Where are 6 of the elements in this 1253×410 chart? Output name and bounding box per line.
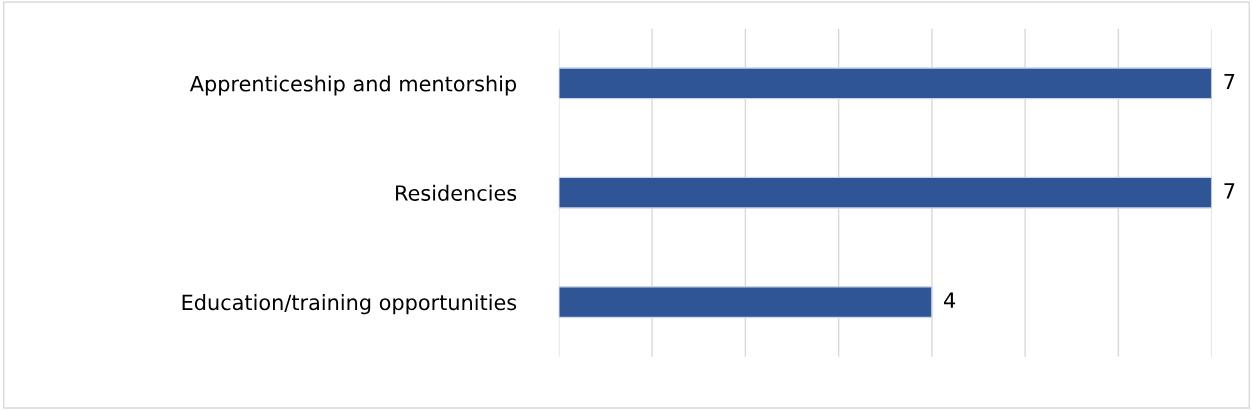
y-tick-label: Residencies: [396, 184, 517, 201]
y-tick-label: Apprenticeship and mentorship: [189, 75, 517, 96]
data-label: 4: [944, 292, 956, 308]
y-tick-label: Education/training opportunities: [182, 294, 517, 315]
data-label: 7: [1224, 73, 1235, 90]
data-label: 7: [1224, 183, 1235, 199]
